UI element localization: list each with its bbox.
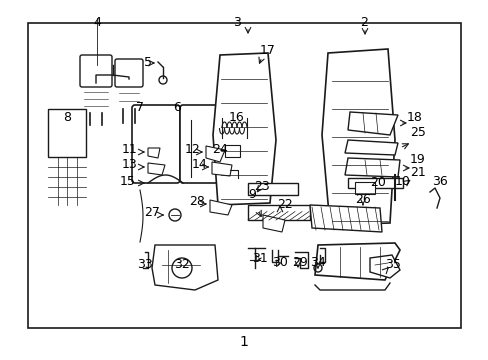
Polygon shape	[212, 162, 231, 176]
Text: 20: 20	[369, 176, 385, 189]
Text: 25: 25	[409, 126, 425, 139]
Bar	[247, 183, 297, 195]
Text: 24: 24	[212, 144, 227, 157]
Polygon shape	[345, 140, 397, 155]
Polygon shape	[209, 200, 231, 215]
Polygon shape	[345, 158, 399, 177]
Bar	[347, 178, 402, 188]
Text: 13: 13	[122, 158, 138, 171]
Text: 30: 30	[271, 256, 287, 269]
Bar	[28, 23, 460, 328]
Text: 36: 36	[431, 175, 447, 189]
Text: 4: 4	[93, 15, 101, 28]
Text: 6: 6	[173, 102, 181, 114]
Polygon shape	[314, 243, 399, 280]
Polygon shape	[224, 145, 240, 157]
Text: 21: 21	[409, 166, 425, 180]
Text: 15: 15	[120, 175, 136, 189]
Text: 11: 11	[122, 144, 138, 157]
Text: 18: 18	[406, 112, 422, 125]
Polygon shape	[347, 112, 397, 135]
Text: 28: 28	[189, 195, 204, 208]
Text: 5: 5	[143, 57, 152, 69]
Text: 12: 12	[185, 144, 201, 157]
Text: 14: 14	[192, 158, 207, 171]
Text: 34: 34	[309, 256, 325, 269]
Text: 27: 27	[144, 207, 160, 220]
Polygon shape	[152, 245, 218, 290]
FancyBboxPatch shape	[132, 105, 180, 183]
Polygon shape	[309, 205, 381, 232]
Polygon shape	[213, 53, 275, 205]
Text: 1: 1	[239, 335, 248, 349]
Polygon shape	[321, 49, 394, 225]
Text: 31: 31	[252, 252, 267, 265]
Bar	[48, 109, 86, 157]
Text: 19: 19	[409, 153, 425, 166]
Polygon shape	[148, 148, 160, 158]
Text: 29: 29	[291, 256, 307, 269]
Text: 33: 33	[137, 258, 153, 271]
Text: 35: 35	[384, 258, 400, 271]
Text: 9: 9	[247, 189, 255, 202]
Polygon shape	[205, 146, 224, 162]
Text: 16: 16	[229, 112, 244, 125]
Polygon shape	[263, 215, 285, 232]
Text: 32: 32	[174, 258, 189, 271]
Polygon shape	[369, 255, 399, 278]
Text: 22: 22	[277, 198, 292, 211]
Text: 17: 17	[260, 44, 275, 57]
Text: 26: 26	[354, 193, 370, 207]
FancyBboxPatch shape	[115, 59, 142, 87]
Text: 2: 2	[359, 15, 367, 28]
Text: 3: 3	[233, 15, 241, 28]
Text: 7: 7	[136, 102, 143, 114]
Text: 23: 23	[254, 180, 269, 193]
Text: 10: 10	[394, 175, 410, 189]
FancyBboxPatch shape	[180, 105, 230, 183]
Polygon shape	[354, 182, 374, 194]
Polygon shape	[247, 205, 309, 220]
Text: 8: 8	[63, 112, 71, 125]
Polygon shape	[148, 163, 164, 175]
FancyBboxPatch shape	[80, 55, 112, 87]
